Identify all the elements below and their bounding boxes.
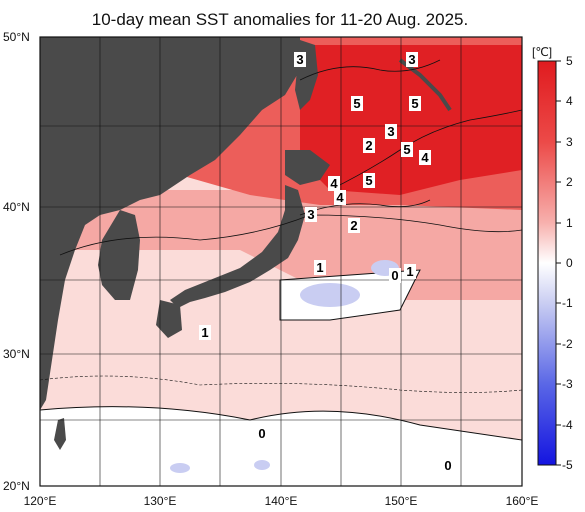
colorbar-tick-label: -4: [562, 418, 573, 432]
contour-label-text: 0: [258, 426, 265, 441]
contour-label: 5: [401, 142, 413, 157]
cool-anomaly-patch: [170, 463, 190, 473]
colorbar-tick-label: -1: [562, 296, 573, 310]
lat-label: 50°N: [3, 30, 30, 44]
korea-landmass: [98, 210, 140, 300]
contour-label: 3: [305, 207, 317, 222]
contour-label-text: 1: [406, 264, 413, 279]
contour-label: 4: [328, 176, 340, 191]
contour-label: 4: [334, 190, 346, 205]
lon-label: 150°E: [384, 494, 418, 508]
contour-line: [299, 199, 431, 216]
kyushu-landmass: [156, 300, 182, 338]
cool-anomaly-patch: [254, 460, 270, 470]
contour-label: 3: [406, 52, 418, 67]
contour-label-text: 2: [350, 218, 357, 233]
contour-label: 0: [442, 458, 454, 473]
contour-line: [39, 375, 523, 393]
contour-label: 2: [363, 138, 375, 153]
contour-label: 3: [385, 124, 397, 139]
colorbar-tick-label: -3: [562, 377, 573, 391]
lon-label: 140°E: [264, 494, 298, 508]
map-frame: [39, 36, 523, 487]
contour-label: 0: [256, 426, 268, 441]
contour-label-text: 3: [307, 207, 314, 222]
kuril-islands: [398, 58, 452, 112]
contour-label-text: 3: [296, 52, 303, 67]
cool-anomaly-patch: [300, 283, 360, 307]
colorbar-tick-label: 4: [566, 94, 573, 108]
contour-label-text: 3: [387, 124, 394, 139]
contour-label-text: 5: [411, 96, 418, 111]
contour-label: 1: [199, 325, 211, 340]
honshu-landmass: [170, 185, 305, 308]
very-strong-warm-region: [300, 45, 522, 195]
contour-line: [329, 109, 523, 191]
lon-label: 160°E: [505, 494, 539, 508]
contour-label: 2: [348, 218, 360, 233]
colorbar-tick-label: -5: [562, 458, 573, 472]
colorbar-tick-label: 3: [566, 135, 573, 149]
contour-line: [299, 59, 441, 81]
contour-label: 5: [409, 96, 421, 111]
contour-label-text: 4: [330, 176, 338, 191]
colorbar-tick-label: 2: [566, 175, 573, 189]
lat-label: 40°N: [3, 200, 30, 214]
lon-label: 130°E: [143, 494, 177, 508]
contour-label-text: 5: [403, 142, 410, 157]
asia-landmass: [40, 37, 300, 410]
contour-label-text: 1: [316, 260, 323, 275]
contour-label-text: 4: [336, 190, 344, 205]
colorbar-tick-label: 5: [566, 54, 573, 68]
hokkaido-landmass: [285, 150, 330, 185]
contour-label: 1: [314, 260, 326, 275]
contour-label-text: 0: [444, 458, 451, 473]
contour-label: 3: [294, 52, 306, 67]
contour-label-text: 2: [365, 138, 372, 153]
contour-label-text: 3: [408, 52, 415, 67]
contour-label: 5: [363, 173, 375, 188]
contour-label: 5: [351, 96, 363, 111]
taiwan-landmass: [54, 418, 66, 450]
contour-label: 0: [389, 268, 401, 283]
contour-label-text: 0: [391, 268, 398, 283]
contour-label-text: 4: [421, 150, 429, 165]
contour-label-text: 5: [365, 173, 372, 188]
colorbar-tick-label: -2: [562, 337, 573, 351]
lon-label: 120°E: [23, 494, 57, 508]
contour-label-group: 3 3 5 5 3 2 5 4 4 4 5 3 2 1 0 1 1 0 0: [199, 52, 454, 473]
colorbar: [537, 60, 557, 466]
contour-label-text: 1: [201, 325, 208, 340]
lat-label: 30°N: [3, 347, 30, 361]
lat-label: 20°N: [3, 479, 30, 493]
colorbar-tick-label: 1: [566, 216, 573, 230]
colorbar-tick-label: 0: [566, 256, 573, 270]
map-title: 10-day mean SST anomalies for 11-20 Aug.…: [91, 10, 469, 29]
contour-label-text: 5: [353, 96, 360, 111]
colorbar-unit: [℃]: [532, 45, 553, 59]
contour-label: 1: [404, 264, 416, 279]
graticule: [40, 37, 522, 486]
colorbar-ticks: [556, 60, 561, 466]
contour-label: 4: [419, 150, 431, 165]
